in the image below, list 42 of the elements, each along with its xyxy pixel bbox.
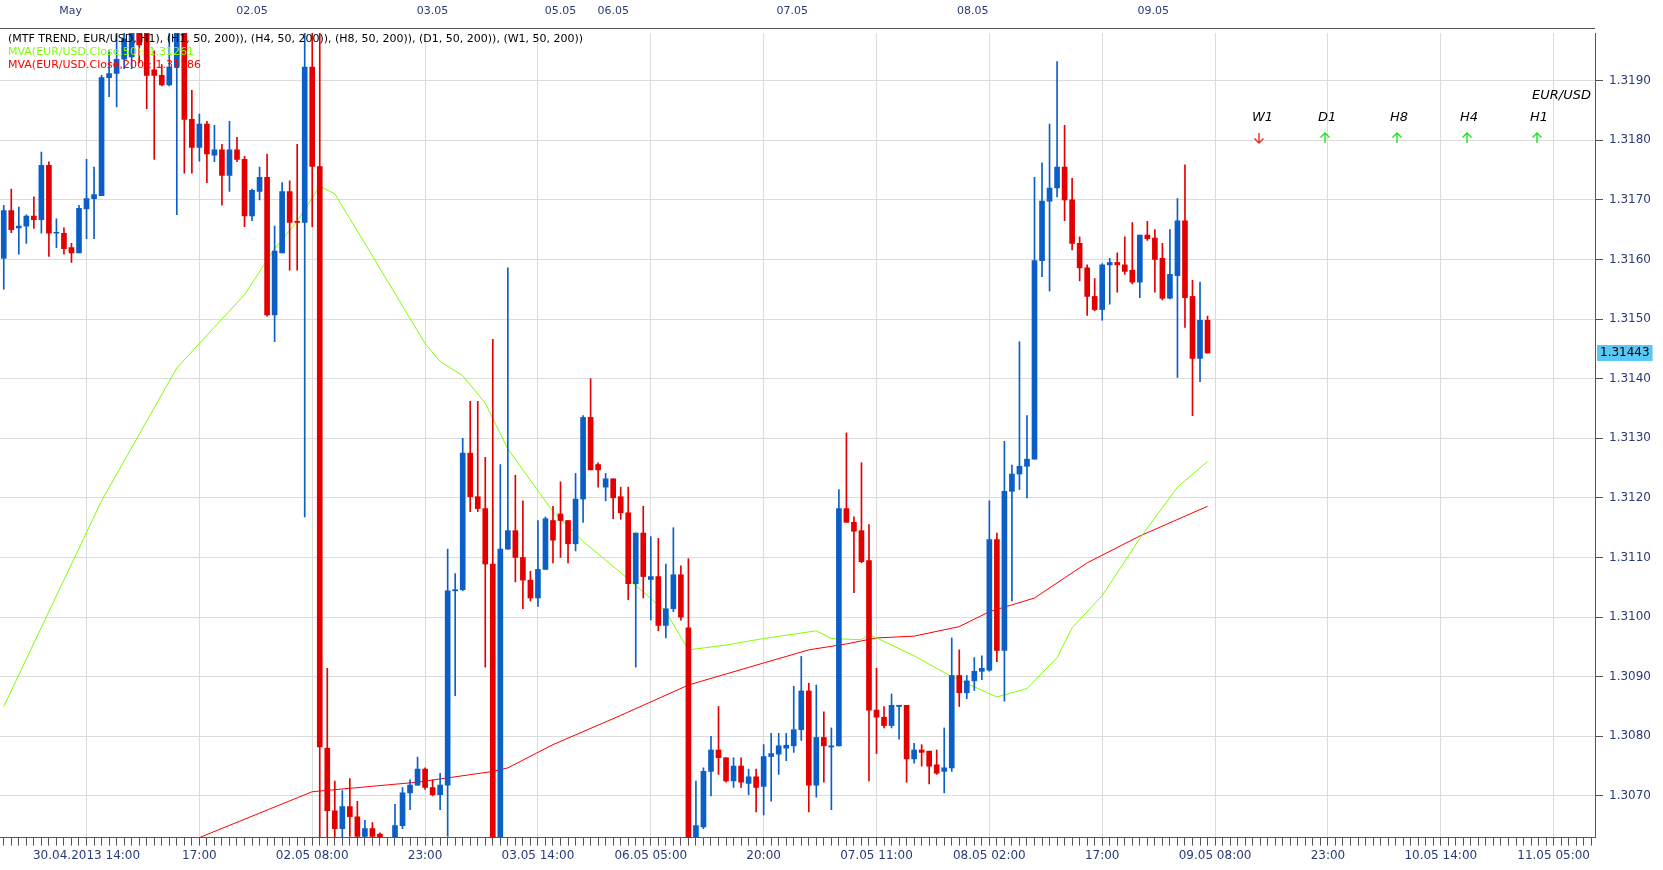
text: 05.05	[544, 3, 577, 17]
y-tick-label: 1.3130	[1609, 430, 1652, 445]
y-tick-label: 1.3100	[1609, 609, 1652, 624]
x-tick-label: 06.05 05:00	[614, 847, 688, 862]
text: 06.05	[597, 3, 629, 17]
y-tick-label: 1.3120	[1609, 490, 1652, 505]
x-tick-label: 17:00	[1084, 847, 1120, 862]
x-tick-label: 03.05 14:00	[501, 847, 575, 862]
x-tick-label: 10.05 14:00	[1404, 847, 1478, 862]
y-tick-label: 1.3190	[1609, 72, 1652, 87]
x-tick-label: 30.04.2013 14:00	[32, 847, 141, 862]
x-tick-label: 08.05 02:00	[952, 847, 1026, 862]
text: 1.31443	[1600, 345, 1650, 360]
x-tick-label: 23:00	[1310, 847, 1346, 862]
annotation: W1	[1252, 109, 1274, 125]
x-tick-label: 23:00	[407, 847, 443, 862]
annotation: D1	[1318, 109, 1337, 125]
y-tick-label: 1.3170	[1609, 192, 1652, 207]
y-tick-label: 1.3090	[1609, 668, 1652, 683]
x-tick-label: 11.05 05:00	[1517, 847, 1591, 862]
text: 09.05	[1137, 3, 1170, 17]
text: 07.05	[776, 3, 808, 17]
x-tick-label: 20:00	[746, 847, 781, 862]
text: May	[59, 3, 83, 17]
y-tick-label: 1.3160	[1609, 251, 1652, 266]
y-tick-label: 1.3070	[1609, 788, 1652, 803]
x-tick-label: 17:00	[182, 847, 217, 862]
annotation: H8	[1390, 109, 1409, 125]
y-tick-label: 1.3080	[1609, 728, 1652, 743]
y-tick-label: 1.3140	[1609, 370, 1652, 385]
annotation: H4	[1460, 109, 1479, 125]
x-tick-label: 07.05 11:00	[840, 847, 913, 862]
annotation: H1	[1530, 109, 1549, 125]
x-tick-label: 02.05 08:00	[275, 847, 349, 862]
y-tick-label: 1.3180	[1609, 132, 1652, 147]
text: 03.05	[416, 3, 449, 17]
annotation: EUR/USD	[1532, 87, 1591, 103]
y-tick-label: 1.3110	[1609, 549, 1652, 564]
y-tick-label: 1.3150	[1609, 311, 1652, 326]
x-tick-label: 09.05 08:00	[1178, 847, 1252, 862]
text: 08.05	[957, 3, 989, 17]
text: 02.05	[236, 3, 268, 17]
